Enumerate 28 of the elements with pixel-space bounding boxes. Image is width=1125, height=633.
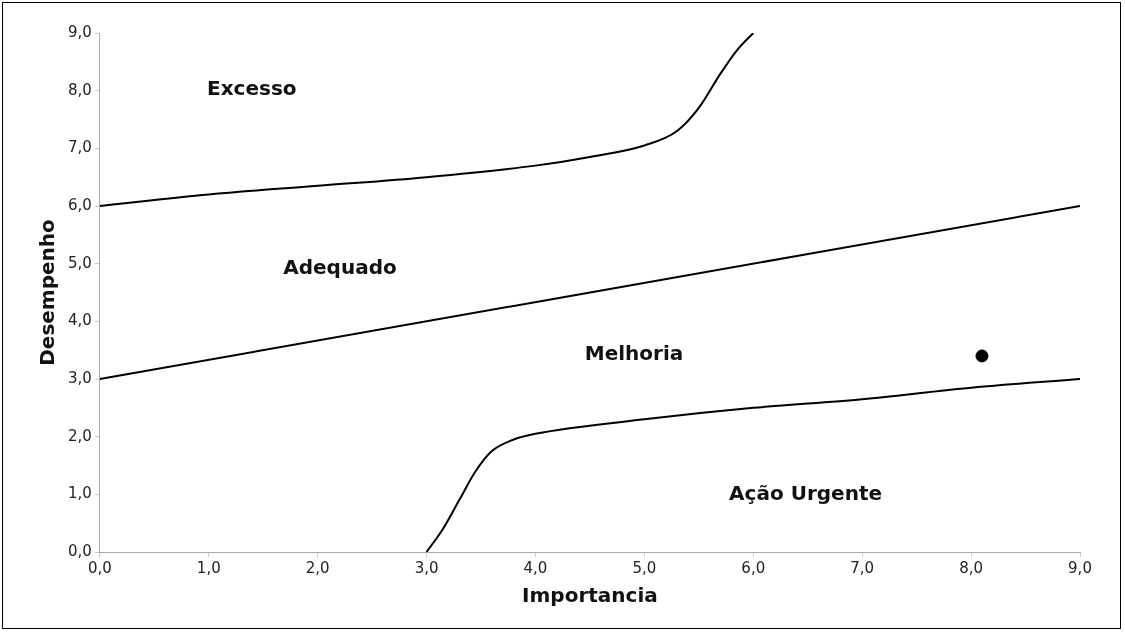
y-tick-label: 0,0 (68, 541, 92, 560)
y-tick-label: 2,0 (68, 426, 92, 445)
x-tick-label: 6,0 (741, 558, 766, 577)
y-axis-title: Desempenho (35, 219, 60, 366)
annotation: Ação Urgente (729, 481, 882, 506)
line-series (425, 378, 1080, 552)
x-tick-label: 7,0 (850, 558, 875, 577)
x-tick-label: 3,0 (414, 558, 439, 577)
x-axis-title: Importancia (522, 583, 658, 608)
y-tick-label: 1,0 (68, 484, 92, 503)
x-tick-label: 8,0 (959, 558, 984, 577)
annotation: Excesso (207, 76, 297, 101)
x-tick-label: 5,0 (632, 558, 657, 577)
x-tick-label: 4,0 (523, 558, 548, 577)
y-tick-label: 3,0 (68, 368, 92, 387)
annotation: Melhoria (584, 340, 684, 365)
y-tick-label: 9,0 (68, 22, 92, 41)
y-tick-label: 6,0 (68, 195, 92, 214)
line-series (99, 33, 755, 207)
y-tick-label: 7,0 (68, 138, 92, 157)
x-tick-label: 9,0 (1068, 558, 1092, 577)
x-tick-label: 1,0 (196, 558, 221, 577)
annotation: Adequado (283, 255, 397, 280)
x-tick-label: 2,0 (305, 558, 330, 577)
x-tick-label: 0,0 (87, 558, 112, 577)
y-tick-label: 4,0 (68, 311, 92, 330)
y-tick-label: 8,0 (68, 80, 92, 99)
y-tick-label: 5,0 (68, 253, 92, 272)
